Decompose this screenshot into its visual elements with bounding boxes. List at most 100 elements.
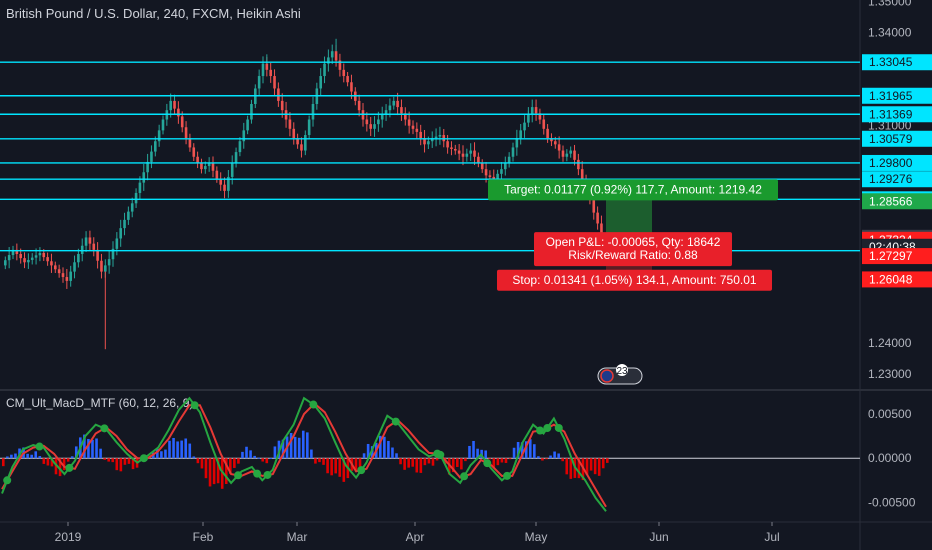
price-tag-box [862, 248, 932, 265]
cross-dot [460, 472, 469, 481]
price-tag: 1.26048 [862, 271, 932, 288]
histogram-bar [565, 458, 569, 475]
candle-body [573, 150, 576, 160]
candle-body [592, 200, 596, 213]
candle-body [334, 51, 338, 61]
histogram-bar [293, 436, 297, 459]
candle-body [204, 166, 207, 170]
histogram-bar [38, 456, 42, 459]
cross-dot [100, 424, 109, 433]
histogram-bar [537, 456, 540, 459]
candle-body [130, 203, 134, 212]
candle-body [92, 243, 96, 250]
candles [4, 44, 603, 289]
histogram-bar [220, 458, 224, 489]
price-tag-text: 1.31965 [869, 89, 913, 103]
candle-body [511, 147, 515, 157]
histogram-bar [277, 440, 281, 459]
price-tag-text: 1.26048 [869, 272, 913, 286]
candle-body [319, 76, 322, 89]
histogram-bar [103, 458, 106, 460]
histogram-bar [516, 442, 520, 459]
candle-body [69, 271, 72, 281]
candle-body [419, 131, 422, 139]
histogram-bar [512, 447, 516, 459]
candle-body [427, 141, 430, 145]
candle-body [107, 259, 111, 266]
histogram-bar [74, 446, 78, 459]
target-label[interactable]: Target: 0.01177 (0.92%) 117.7, Amount: 1… [488, 179, 778, 201]
histogram-bar [58, 458, 62, 477]
price-tag: 1.29276 [862, 171, 932, 188]
histogram-bar [273, 446, 277, 459]
cross-dot [309, 400, 318, 409]
candle-body [307, 119, 311, 136]
histogram-bar [423, 458, 427, 466]
price-axis-tick: 1.24000 [868, 336, 912, 350]
candle-body [488, 175, 492, 177]
price-tag-text: 1.27297 [869, 249, 913, 263]
histogram-bar [520, 442, 524, 459]
histogram-bar [10, 454, 13, 459]
flag-badge[interactable]: 23 [597, 364, 643, 385]
histogram-bar [508, 458, 512, 460]
candle-body [411, 125, 415, 129]
candle-body [104, 265, 107, 272]
histogram-bar [229, 458, 232, 474]
price-tag-box [862, 106, 932, 123]
histogram-bar [601, 458, 605, 469]
histogram-bar [208, 458, 212, 487]
candle-body [323, 63, 326, 77]
cross-dot [35, 442, 44, 451]
histogram-bar [403, 458, 406, 470]
candle-body [311, 103, 315, 120]
candle-body [227, 176, 230, 191]
histogram-bar [127, 458, 131, 464]
histogram-bar [26, 453, 29, 459]
candle-body [184, 127, 188, 139]
candle-body [496, 173, 499, 179]
histogram-bar [115, 458, 119, 471]
histogram-bar [476, 448, 479, 459]
histogram-bar [314, 458, 317, 464]
candle-body [407, 119, 411, 126]
histogram-bar [54, 458, 58, 475]
histogram-bar [164, 449, 167, 459]
histogram-bar [119, 458, 123, 472]
stop-label[interactable]: Stop: 0.01341 (1.05%) 134.1, Amount: 750… [497, 269, 772, 291]
histogram-bar [496, 458, 500, 466]
histogram-bar [265, 458, 269, 464]
histogram-bar [545, 458, 548, 460]
open-pnl-label[interactable]: Open P&L: -0.00065, Qty: 18642Risk/Rewar… [534, 232, 732, 267]
price-tag-text: 1.29276 [869, 172, 913, 186]
candle-body [169, 100, 172, 111]
histogram-bar [606, 458, 609, 463]
histogram-bar [541, 458, 544, 461]
candle-body [7, 255, 11, 261]
candle-body [561, 150, 565, 157]
histogram-bar [204, 458, 208, 479]
histogram-bar [447, 458, 451, 475]
candle-body [61, 273, 65, 278]
candle-body [188, 138, 192, 148]
histogram-bar [233, 458, 236, 468]
price-tag: 1.29800 [862, 154, 932, 171]
candle-body [515, 138, 519, 148]
candle-body [192, 147, 196, 157]
candle-body [388, 105, 392, 111]
price-tag: 1.28566 [862, 193, 932, 210]
histogram-bar [330, 458, 333, 476]
candle-body [469, 150, 472, 154]
target-label-box [488, 179, 778, 201]
histogram-bar [383, 436, 386, 459]
histogram-bar [168, 440, 171, 459]
open-pnl-label-text: Risk/Reward Ratio: 0.88 [568, 248, 698, 262]
cross-dot [536, 426, 545, 435]
histogram-bar [289, 432, 293, 459]
histogram-bar [585, 458, 589, 475]
histogram-bar [42, 458, 46, 464]
histogram-bar [156, 448, 159, 459]
histogram-bar [188, 443, 192, 459]
histogram-bar [172, 437, 175, 459]
